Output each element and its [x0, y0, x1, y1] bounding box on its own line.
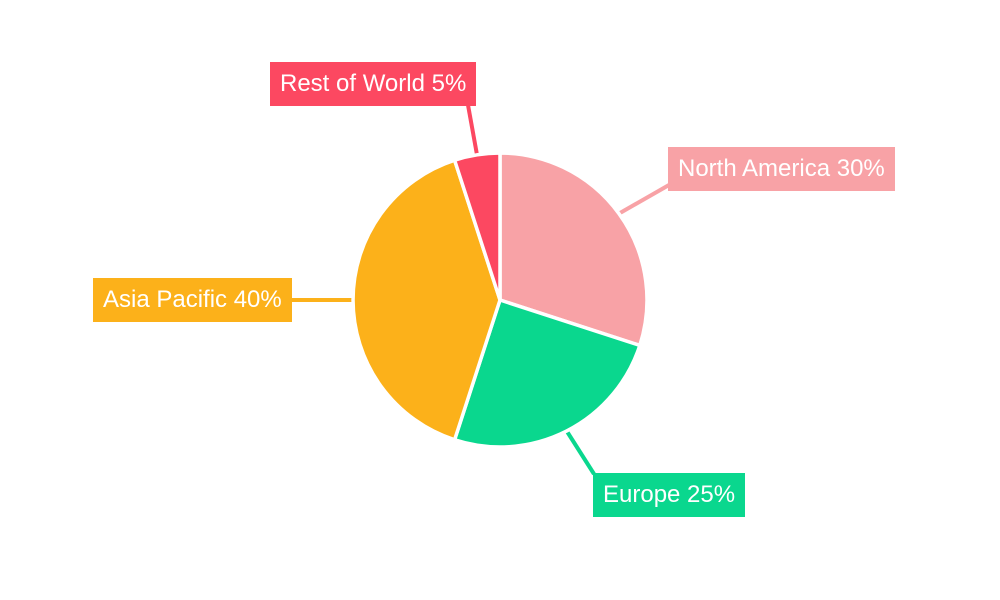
callout-north-america: North America 30% — [668, 147, 895, 191]
pie-slice-north-america[interactable] — [498, 151, 649, 348]
leader-line-north-america — [617, 183, 670, 216]
callout-asia-pacific: Asia Pacific 40% — [93, 278, 292, 322]
leader-line-rest-of-world — [466, 104, 479, 156]
pie-slice-asia-pacific[interactable] — [351, 158, 502, 442]
callout-rest-of-world: Rest of World 5% — [270, 62, 477, 106]
leader-line-europe — [565, 429, 596, 476]
callout-europe: Europe 25% — [593, 473, 746, 517]
pie-slice-rest-of-world[interactable] — [452, 151, 502, 302]
pie-slice-europe[interactable] — [452, 298, 642, 449]
